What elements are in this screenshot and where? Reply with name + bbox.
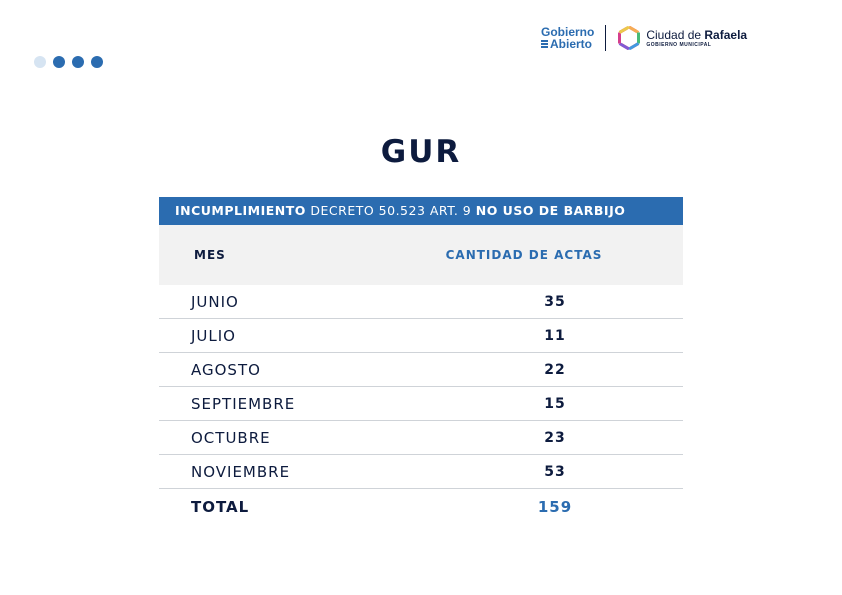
header-mes: MES xyxy=(194,248,226,262)
total-value: 159 xyxy=(537,498,573,516)
dot-icon xyxy=(91,56,103,68)
dot-icon xyxy=(72,56,84,68)
rafaela-hexagon-icon xyxy=(618,26,641,50)
dot-icon xyxy=(53,56,65,68)
bars-icon xyxy=(541,40,548,48)
gobierno-abierto-line2: Abierto xyxy=(550,37,592,51)
row-mes: SEPTIEMBRE xyxy=(191,394,296,413)
pagination-dots-icon xyxy=(34,56,103,68)
table-row: JUNIO 35 xyxy=(159,285,683,319)
page-title: GUR xyxy=(380,134,462,170)
row-mes: OCTUBRE xyxy=(191,428,271,447)
ciudad-name: Rafaela xyxy=(704,27,748,42)
table-total-row: TOTAL 159 xyxy=(159,489,683,525)
banner-part1: INCUMPLIMIENTO xyxy=(175,203,306,218)
row-cantidad: 23 xyxy=(544,429,566,446)
row-cantidad: 15 xyxy=(544,395,566,412)
table-row: JULIO 11 xyxy=(159,319,683,353)
row-cantidad: 11 xyxy=(544,327,566,344)
total-label: TOTAL xyxy=(191,498,250,516)
row-cantidad: 53 xyxy=(544,463,566,480)
row-mes: JUNIO xyxy=(191,292,239,311)
header-cantidad: CANTIDAD DE ACTAS xyxy=(445,248,603,262)
gobierno-abierto-line1: Gobierno xyxy=(541,25,595,39)
gobierno-abierto-logo: Gobierno Abierto xyxy=(541,26,594,50)
row-mes: NOVIEMBRE xyxy=(191,462,291,481)
table-row: SEPTIEMBRE 15 xyxy=(159,387,683,421)
row-cantidad: 35 xyxy=(544,293,566,310)
ciudad-prefix: Ciudad de xyxy=(646,27,705,42)
ciudad-sub: GOBIERNO MUNICIPAL xyxy=(646,41,712,48)
banner-part2: DECRETO 50.523 ART. 9 xyxy=(305,203,476,218)
ciudad-rafaela-logo: Ciudad de Rafaela GOBIERNO MUNICIPAL xyxy=(646,27,748,48)
logo-divider xyxy=(605,25,607,51)
actas-table: INCUMPLIMIENTO DECRETO 50.523 ART. 9 NO … xyxy=(159,197,683,525)
row-cantidad: 22 xyxy=(544,361,566,378)
table-row: OCTUBRE 23 xyxy=(159,421,683,455)
table-header: MES CANTIDAD DE ACTAS xyxy=(159,225,683,285)
dot-icon xyxy=(34,56,46,68)
table-row: NOVIEMBRE 53 xyxy=(159,455,683,489)
table-row: AGOSTO 22 xyxy=(159,353,683,387)
header-logos: Gobierno Abierto Ciudad de Rafaela GOBIE… xyxy=(541,24,747,52)
banner-part3: NO USO DE BARBIJO xyxy=(475,203,626,218)
table-banner: INCUMPLIMIENTO DECRETO 50.523 ART. 9 NO … xyxy=(159,197,683,225)
row-mes: AGOSTO xyxy=(191,360,261,379)
row-mes: JULIO xyxy=(191,326,236,345)
